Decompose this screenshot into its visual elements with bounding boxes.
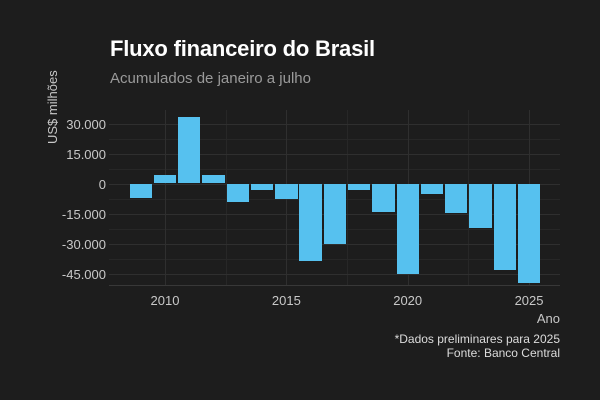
bar-2018 — [347, 183, 371, 190]
y-tick-label: -45.000 — [61, 266, 106, 282]
plot-panel — [109, 110, 560, 286]
bar-2017 — [323, 183, 347, 244]
bar-2020 — [396, 183, 419, 274]
y-major-gridline — [109, 123, 560, 125]
chart-subtitle: Acumulados de janeiro a julho — [110, 70, 311, 87]
x-minor-gridline — [347, 110, 349, 285]
bar-2024 — [493, 183, 516, 270]
bar-2022 — [445, 183, 468, 213]
bar-2025 — [517, 183, 541, 284]
x-axis-title: Ano — [536, 311, 560, 326]
x-tick-label: 2020 — [393, 293, 423, 308]
y-tick-label: 0 — [98, 176, 106, 192]
chart-caption: *Dados preliminares para 2025 Fonte: Ban… — [394, 332, 560, 360]
chart-title: Fluxo financeiro do Brasil — [110, 36, 375, 61]
x-major-gridline — [165, 110, 166, 285]
bar-2015 — [275, 183, 298, 199]
caption-source: Fonte: Banco Central — [446, 345, 560, 360]
y-tick-label: -30.000 — [61, 236, 106, 252]
bar-2023 — [469, 183, 492, 229]
bar-2016 — [299, 183, 322, 261]
y-major-gridline — [109, 153, 560, 155]
y-minor-gridline — [109, 258, 560, 260]
bar-2009 — [129, 183, 152, 198]
x-tick-label: 2025 — [514, 293, 544, 308]
y-major-gridline — [109, 243, 560, 245]
y-major-gridline — [109, 273, 560, 275]
x-tick-label: 2010 — [150, 293, 180, 308]
x-minor-gridline — [468, 110, 470, 285]
y-minor-gridline — [109, 168, 560, 170]
bar-2011 — [178, 116, 201, 184]
y-tick-label: 15.000 — [66, 146, 106, 162]
bar-2010 — [153, 174, 177, 184]
bar-2014 — [250, 183, 274, 190]
caption-note: *Dados preliminares para 2025 — [394, 332, 560, 346]
x-minor-gridline — [225, 110, 227, 285]
x-tick-label: 2015 — [271, 293, 301, 308]
y-tick-label: 30.000 — [66, 116, 106, 132]
y-minor-gridline — [109, 138, 560, 140]
bar-2021 — [420, 183, 444, 194]
y-tick-label: -15.000 — [61, 206, 106, 222]
bar-2013 — [226, 183, 249, 202]
bar-2012 — [202, 175, 225, 184]
bar-2019 — [372, 183, 395, 212]
